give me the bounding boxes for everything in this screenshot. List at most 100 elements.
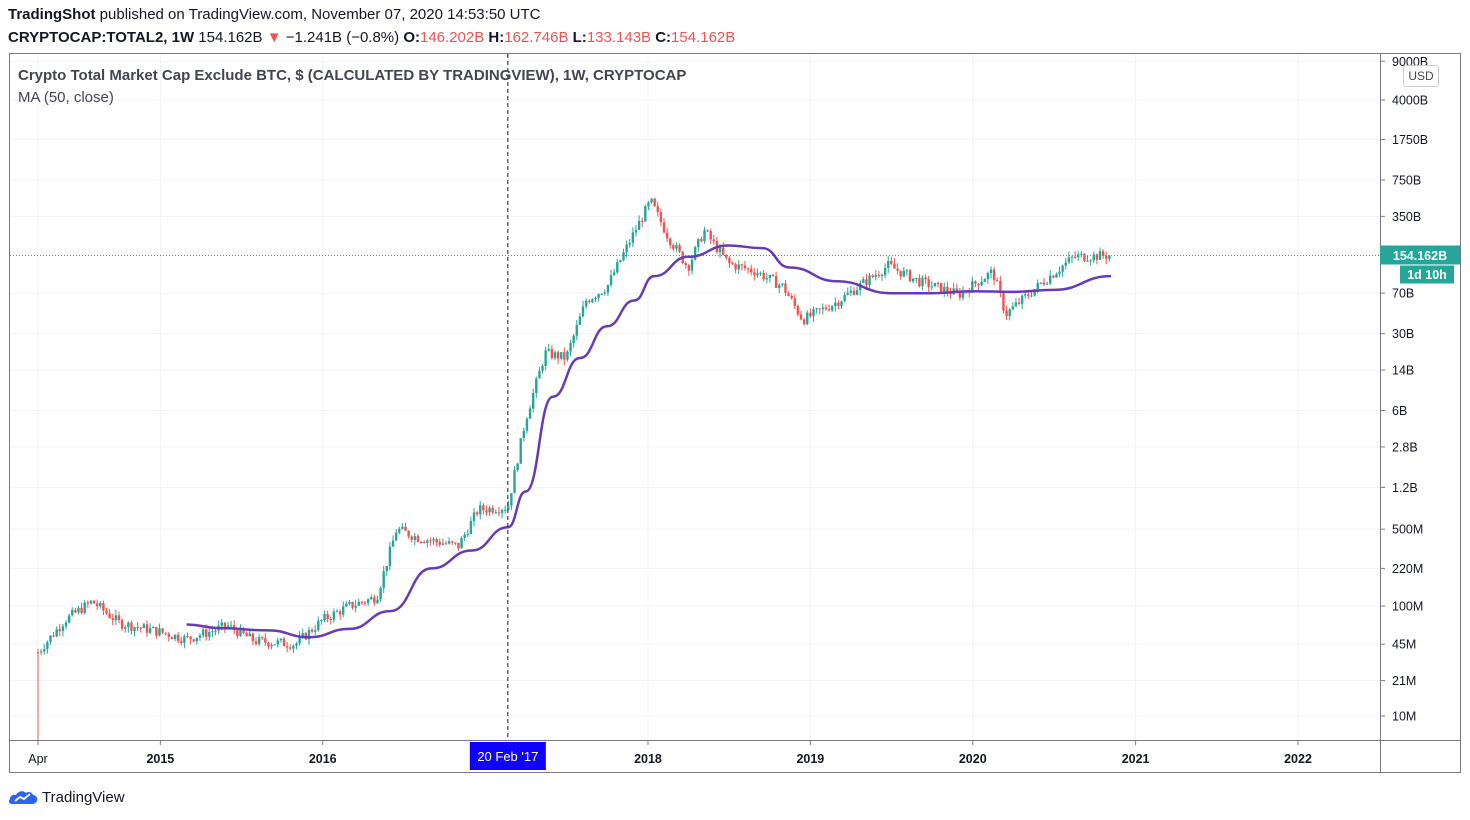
candle-body	[1008, 309, 1011, 317]
crosshair-date-tag	[469, 742, 546, 770]
candle-body	[292, 645, 295, 649]
candle-body	[401, 526, 404, 529]
candle-body	[1105, 255, 1108, 259]
candle-body	[466, 533, 469, 535]
candle-body	[865, 279, 868, 286]
low-value: 133.143B	[586, 29, 652, 46]
candle-body	[890, 260, 893, 264]
candle-body	[485, 510, 488, 513]
candle-body	[619, 260, 622, 262]
candle-body	[208, 631, 211, 637]
candle-body	[348, 601, 351, 604]
candle-body	[569, 343, 572, 352]
candle-body	[167, 633, 171, 638]
candle-body	[880, 274, 884, 276]
candle-body	[849, 290, 853, 293]
candle-body	[370, 597, 373, 600]
candle-body	[254, 641, 258, 644]
down-arrow-icon: ▼	[266, 29, 282, 46]
candle-body	[653, 198, 656, 207]
candle-body	[541, 365, 544, 371]
open-label: O:	[403, 29, 420, 46]
candle-body	[49, 635, 52, 643]
y-tick-label: 750B	[1392, 173, 1421, 187]
candle-body	[366, 599, 370, 604]
candle-body	[874, 275, 877, 278]
candle-body	[1108, 255, 1111, 259]
candle-body	[986, 273, 990, 280]
x-tick-label: 2015	[146, 752, 174, 766]
candle-body	[52, 635, 55, 637]
currency-button[interactable]: USD	[1403, 65, 1439, 87]
y-tick-label: 500M	[1392, 523, 1423, 537]
candle-body	[566, 351, 569, 360]
candle-body	[712, 239, 716, 242]
candle-body	[961, 291, 965, 298]
candle-body	[887, 260, 890, 268]
candle-body	[762, 272, 765, 280]
candle-body	[784, 283, 787, 293]
candle-body	[363, 602, 367, 604]
candle-body	[198, 635, 202, 638]
candle-body	[360, 601, 364, 603]
candle-body	[92, 600, 96, 604]
candle-body	[64, 622, 68, 627]
candle-body	[491, 507, 494, 513]
candle-body	[273, 644, 276, 646]
candle-body	[1033, 289, 1036, 296]
candle-body	[531, 392, 535, 409]
candle-body	[749, 268, 753, 273]
candle-body	[905, 270, 909, 272]
ma-legend[interactable]: MA (50, close)	[18, 89, 114, 106]
y-tick-label: 1750B	[1392, 133, 1428, 147]
candle-body	[323, 614, 326, 621]
candle-body	[164, 632, 167, 634]
candle-body	[432, 539, 435, 541]
candle-body	[261, 637, 264, 639]
candle-body	[332, 611, 336, 620]
candle-body	[522, 430, 526, 439]
candle-body	[120, 620, 124, 629]
candle-body	[80, 607, 83, 614]
symbol-label: CRYPTOCAP:TOTAL2, 1W	[8, 29, 195, 46]
candle-body	[759, 272, 762, 274]
candle-body	[687, 265, 691, 271]
candle-body	[1055, 274, 1058, 278]
candle-body	[503, 509, 507, 511]
candle-body	[282, 638, 286, 647]
candle-body	[161, 628, 164, 633]
candle-body	[634, 230, 638, 233]
candle-body	[640, 220, 644, 222]
candle-body	[285, 646, 289, 648]
candle-body	[469, 520, 473, 534]
candle-body	[721, 247, 725, 255]
candle-body	[572, 335, 575, 344]
candle-body	[382, 571, 385, 589]
candle-body	[239, 627, 242, 637]
candle-body	[472, 512, 476, 521]
candle-body	[130, 622, 133, 631]
candle-body	[731, 263, 734, 265]
candle-body	[289, 647, 292, 649]
y-tick-label: 4000B	[1392, 94, 1428, 108]
candle-body	[528, 408, 532, 419]
candle-body	[186, 636, 189, 638]
candle-body	[799, 314, 803, 320]
candle-body	[855, 290, 859, 295]
y-tick-label: 100M	[1392, 600, 1423, 614]
candle-body	[843, 294, 846, 302]
candle-body	[226, 625, 230, 628]
y-tick-label: 45M	[1392, 638, 1416, 652]
candle-body	[145, 624, 149, 633]
candle-body	[1014, 302, 1018, 307]
candle-body	[796, 305, 800, 315]
candle-body	[67, 615, 71, 623]
candle-body	[329, 618, 332, 620]
price-change: −1.241B (−0.8%)	[285, 29, 400, 46]
candle-body	[114, 615, 118, 621]
candle-body	[846, 292, 849, 295]
candle-body	[647, 202, 650, 207]
candle-body	[980, 281, 983, 286]
candle-body	[326, 614, 329, 619]
